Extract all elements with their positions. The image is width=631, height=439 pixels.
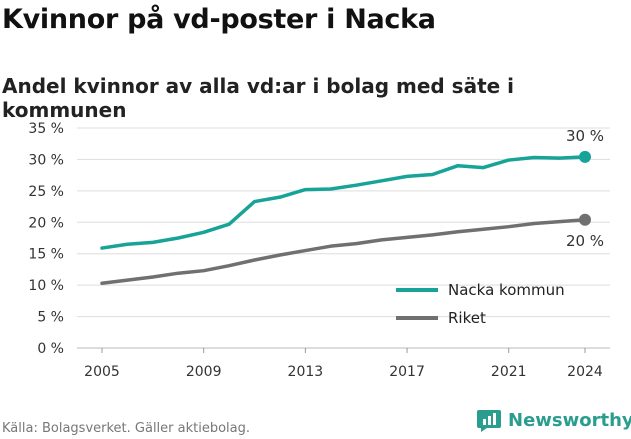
y-tick-label: 0 % (37, 341, 64, 357)
x-tick-label: 2017 (389, 364, 425, 380)
line-chart: 0 %5 %10 %15 %20 %25 %30 %35 % 2005 2009 2… (28, 121, 610, 380)
y-axis-tick-labels: 0 % 5 % 10 % 15 % 20 % 25 % 30 % 35 % (28, 121, 64, 357)
series-end-label: 30 % (566, 127, 604, 145)
series-end-marker (579, 150, 591, 163)
y-tick-label: 30 % (28, 152, 64, 168)
x-axis-tick-labels: 2005 2009 2013 2017 2021 2024 (84, 348, 603, 380)
series-line (100, 218, 587, 286)
y-tick-label: 15 % (28, 247, 64, 263)
brand-name: Newsworthy (508, 409, 631, 431)
brand-logo: Newsworthy (476, 405, 631, 435)
y-tick-label: 10 % (28, 278, 64, 294)
legend-label: Nacka kommun (448, 281, 565, 299)
y-tick-label: 5 % (37, 310, 64, 326)
x-tick-label: 2024 (567, 364, 603, 380)
chart-subtitle: Andel kvinnor av alla vd:ar i bolag med … (2, 74, 515, 122)
x-tick-label: 2021 (491, 364, 527, 380)
y-tick-label: 20 % (28, 215, 64, 231)
gridlines (77, 127, 610, 349)
y-tick-label: 25 % (28, 184, 64, 200)
x-tick-label: 2005 (84, 364, 120, 380)
legend: Nacka kommun Riket (396, 281, 565, 327)
series-end-label: 20 % (566, 232, 604, 250)
newsworthy-logo-icon (477, 410, 501, 432)
series-end-marker (579, 213, 591, 226)
y-tick-label: 35 % (28, 121, 64, 137)
series-line (100, 155, 587, 250)
x-tick-label: 2013 (288, 364, 324, 380)
x-tick-label: 2009 (186, 364, 222, 380)
series-lines: 30 % 20 % (100, 127, 604, 286)
legend-label: Riket (448, 309, 486, 327)
chart-title: Kvinnor på vd-poster i Nacka (2, 4, 436, 35)
source-note: Källa: Bolagsverket. Gäller aktiebolag. (2, 421, 251, 436)
